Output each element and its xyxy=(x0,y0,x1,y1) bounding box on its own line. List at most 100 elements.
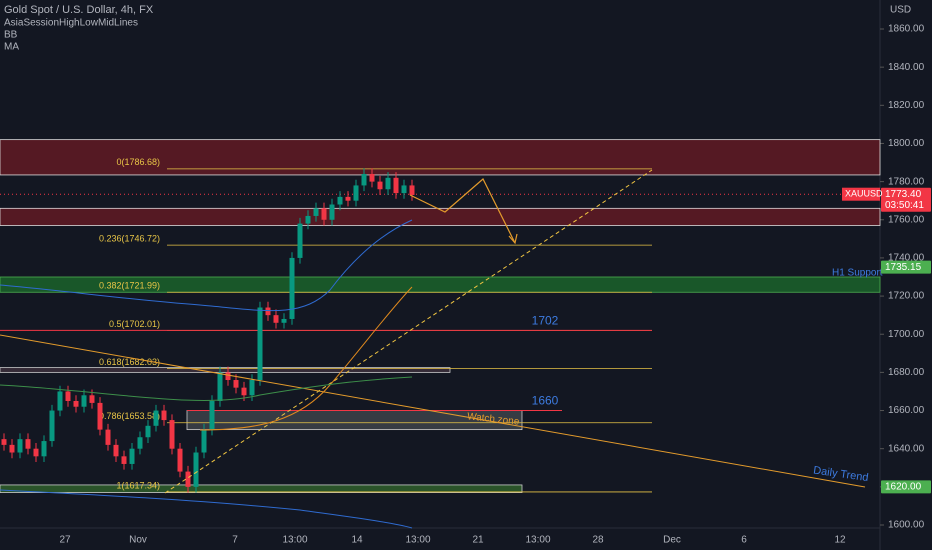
candle-body xyxy=(193,452,199,487)
candle-body xyxy=(201,429,207,453)
x-tick-label: Dec xyxy=(663,535,681,546)
countdown: 03:50:41 xyxy=(885,200,924,211)
candle-body xyxy=(145,425,151,438)
candle-body xyxy=(321,208,327,220)
y-tick-label: 1860.00 xyxy=(888,24,925,35)
candle-body xyxy=(41,441,47,457)
level-label: 1702 xyxy=(532,314,559,328)
projection-arrow xyxy=(409,178,516,244)
candle-body xyxy=(345,196,351,201)
x-tick-label: 6 xyxy=(741,535,747,546)
candle-body xyxy=(97,402,103,430)
candle-body xyxy=(81,395,87,407)
y-tick-label: 1600.00 xyxy=(888,520,925,531)
x-tick-label: 13:00 xyxy=(405,535,430,546)
fib-label: 0.5(1702.01) xyxy=(109,319,160,329)
candle-body xyxy=(49,410,55,442)
symbol-label: XAUUSD xyxy=(845,189,883,199)
candle-body xyxy=(369,173,375,182)
candle-body xyxy=(225,372,231,381)
fib-label: 0.618(1682.03) xyxy=(99,357,160,367)
candle-body xyxy=(177,448,183,472)
candle-body xyxy=(9,444,15,453)
x-tick-label: 28 xyxy=(592,535,604,546)
y-tick-label: 1820.00 xyxy=(888,100,925,111)
candle-body xyxy=(25,439,31,449)
indicator-label: MA xyxy=(4,42,19,53)
fib-label: 0(1786.68) xyxy=(116,157,160,167)
symbol-tag xyxy=(842,187,880,201)
candle-body xyxy=(401,185,407,194)
candle-body xyxy=(361,173,367,186)
fib-label: 1(1617.34) xyxy=(116,480,160,490)
candle-body xyxy=(185,471,191,487)
candle-body xyxy=(409,185,415,195)
candle-body xyxy=(161,410,167,421)
y-tick-label: 1640.00 xyxy=(888,443,925,454)
y-tick-label: 1780.00 xyxy=(888,176,925,187)
dashed-trend-line xyxy=(164,169,653,494)
candle-body xyxy=(57,391,63,411)
candle-body xyxy=(313,208,319,216)
x-tick-label: 7 xyxy=(232,535,238,546)
candle-body xyxy=(273,315,279,323)
watch-zone-label: Watch zone xyxy=(467,411,521,427)
zone xyxy=(0,484,523,493)
price-tag-label: 1620.00 xyxy=(885,481,922,492)
y-tick-label: 1840.00 xyxy=(888,62,925,73)
candle-body xyxy=(113,444,119,457)
candle-body xyxy=(1,439,7,445)
fib-label: 0.786(1653.58) xyxy=(99,411,160,421)
candle-body xyxy=(305,215,311,224)
x-tick-label: Nov xyxy=(129,535,147,546)
x-tick-label: 13:00 xyxy=(525,535,550,546)
candle-body xyxy=(377,181,383,190)
y-tick-label: 1720.00 xyxy=(888,291,925,302)
price-tag xyxy=(881,480,931,494)
y-tick-label: 1740.00 xyxy=(888,253,925,264)
price-tag-label: 1735.15 xyxy=(885,262,922,273)
candle-body xyxy=(65,391,71,401)
fib-label: 0.236(1746.72) xyxy=(99,233,160,243)
candle-body xyxy=(289,257,295,319)
price-tag-label: 1773.40 xyxy=(885,189,922,200)
currency-label: USD xyxy=(890,5,911,16)
x-tick-label: 21 xyxy=(472,535,484,546)
candle-body xyxy=(233,380,239,388)
candle-body xyxy=(129,448,135,464)
ma-line xyxy=(0,376,413,401)
zone xyxy=(0,367,451,373)
candle-body xyxy=(241,387,247,396)
candle-body xyxy=(257,307,263,381)
candle-body xyxy=(153,410,159,426)
candle-body xyxy=(17,439,23,453)
candle-body xyxy=(249,380,255,396)
y-tick-label: 1700.00 xyxy=(888,329,925,340)
candle-body xyxy=(169,420,175,449)
candle-body xyxy=(297,223,303,258)
bb-line xyxy=(0,489,413,529)
indicator-label: BB xyxy=(4,30,18,41)
candle-body xyxy=(329,204,335,220)
fib-label: 0.382(1721.99) xyxy=(99,281,160,291)
y-tick-label: 1800.00 xyxy=(888,138,925,149)
price-tag xyxy=(881,260,931,274)
candle-body xyxy=(393,177,399,194)
candle-body xyxy=(337,196,343,205)
bb-line xyxy=(0,219,413,312)
h1-support-label: H1 Support xyxy=(832,268,883,279)
y-tick-label: 1660.00 xyxy=(888,405,925,416)
x-tick-label: 12 xyxy=(834,535,846,546)
x-tick-label: 27 xyxy=(59,535,71,546)
candle-body xyxy=(105,429,111,445)
candle-body xyxy=(33,448,39,457)
price-tag xyxy=(881,187,931,212)
x-tick-label: 14 xyxy=(351,535,363,546)
indicator-label: AsiaSessionHighLowMidLines xyxy=(4,18,138,29)
level-label: 1660 xyxy=(532,394,559,408)
y-tick-label: 1680.00 xyxy=(888,367,925,378)
candle-body xyxy=(353,185,359,201)
candle-body xyxy=(209,401,215,430)
